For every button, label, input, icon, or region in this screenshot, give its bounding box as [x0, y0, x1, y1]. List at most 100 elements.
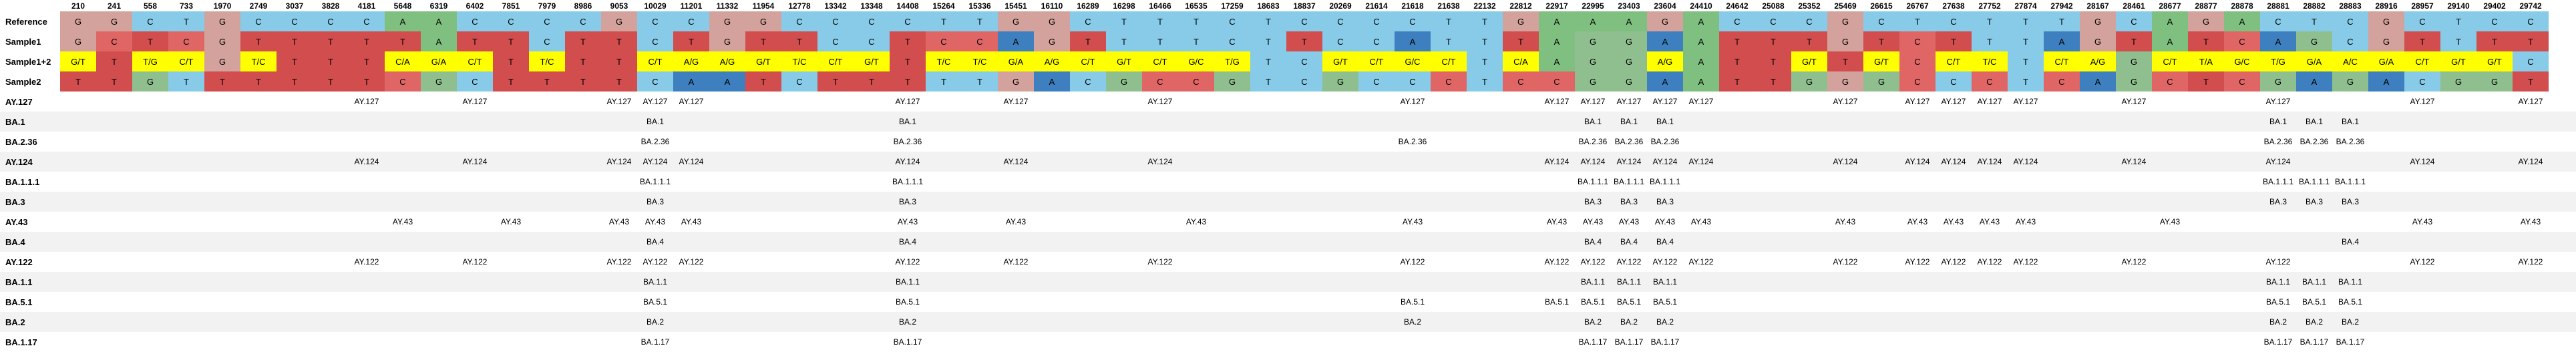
lineage-cell: BA.2 [1620, 317, 1638, 327]
base-cell: C [1719, 11, 1755, 31]
base-cell: A [2152, 11, 2188, 31]
lineage-cell: AY.122 [1580, 257, 1606, 266]
base-cell: C [1503, 71, 1539, 92]
base-cell: C/T [457, 51, 493, 71]
position-label: 12778 [788, 1, 811, 11]
lineage-cell: BA.2 [898, 317, 916, 327]
base-cell: G [1575, 71, 1611, 92]
base-cell: T [1719, 31, 1755, 51]
base-cell: T [1467, 51, 1503, 71]
base-cell: A [2080, 71, 2116, 92]
base-cell: A/G [709, 51, 745, 71]
base-cell: A [421, 11, 457, 31]
lineage-cell: BA.2.36 [2299, 137, 2329, 146]
lineage-cell: BA.1.1.1 [1649, 177, 1681, 186]
position-label: 25352 [1798, 1, 1821, 11]
base-cell: T [1142, 31, 1178, 51]
base-cell: C [2044, 71, 2080, 92]
base-cell: T [1467, 11, 1503, 31]
lineage-cell: AY.43 [1907, 217, 1928, 226]
base-cell: G [1827, 11, 1863, 31]
base-cell: A [1683, 71, 1719, 92]
lineage-row: BA.2 BA.2 BA.2 BA.2 BA.2 BA.2 BA.2 BA.2 BA.2 BA.2 [0, 312, 2576, 332]
lineage-cell: BA.1.1 [2265, 277, 2291, 287]
base-cell: A [1539, 51, 1575, 71]
base-cell: C [1286, 71, 1322, 92]
base-cell: T [1431, 11, 1467, 31]
base-cell: T [1250, 11, 1286, 31]
base-cell: T/G [132, 51, 168, 71]
lineage-cell: BA.1.1.1 [1613, 177, 1645, 186]
base-cell: T [854, 71, 890, 92]
base-cell: T [1936, 31, 1972, 51]
base-cell: A [2260, 31, 2296, 51]
lineage-cell: BA.2.36 [1650, 137, 1680, 146]
base-cell: A/G [2080, 51, 2116, 71]
base-cell: T [1250, 51, 1286, 71]
base-cell: T [204, 71, 240, 92]
lineage-cell: AY.127 [2410, 97, 2435, 106]
base-cell: T [1719, 71, 1755, 92]
lineage-row: BA.1.17 BA.1.17 BA.1.17 BA.1.17 BA.1.17 BA.1.… [0, 332, 2576, 352]
sequence-row: Sample1 G C T C G T T T T T A T T C T T C T G T T C C T C C A G T T T T C… [0, 31, 2576, 51]
position-label: 28878 [2231, 1, 2253, 11]
base-cell: G [1503, 11, 1539, 31]
base-cell: C [962, 31, 998, 51]
lineage-cell: AY.127 [1977, 97, 2002, 106]
lineage-label: BA.1.17 [5, 337, 37, 347]
base-cell: G [1575, 31, 1611, 51]
position-label: 13348 [860, 1, 883, 11]
base-cell: A/C [2332, 51, 2368, 71]
lineage-cell: BA.1.17 [2263, 337, 2293, 347]
base-cell: T [565, 51, 601, 71]
base-cell: G [1791, 71, 1827, 92]
lineage-cell: BA.1.1.1 [1577, 177, 1609, 186]
base-cell: C/T [2044, 51, 2080, 71]
position-label: 16298 [1113, 1, 1135, 11]
lineage-cell: BA.4 [646, 237, 664, 246]
base-cell: T [601, 51, 637, 71]
base-cell: T [2188, 71, 2224, 92]
base-cell: C [1899, 51, 1936, 71]
lineage-row: AY.127 AY.127 AY.127 AY.127 AY.127 AY.127 AY.1… [0, 92, 2576, 112]
base-cell: C [1395, 11, 1431, 31]
lineage-cell: AY.124 [1977, 157, 2002, 166]
lineage-cell: BA.1.1 [1616, 277, 1642, 287]
base-cell: C [854, 31, 890, 51]
lineage-cell: AY.124 [606, 157, 632, 166]
base-cell: G [2368, 11, 2404, 31]
base-cell: G/A [2368, 51, 2404, 71]
position-label: 29742 [2519, 1, 2542, 11]
base-cell: C [565, 11, 601, 31]
lineage-cell: AY.43 [2159, 217, 2181, 226]
base-cell: T/C [781, 51, 817, 71]
base-cell: T [277, 31, 313, 51]
base-cell: T [1972, 31, 2008, 51]
base-cell: C [2224, 71, 2260, 92]
base-cell: T [2513, 71, 2549, 92]
lineage-cell: BA.1.1 [642, 277, 668, 287]
lineage-cell: BA.5.1 [1544, 297, 1570, 307]
base-cell: T [1503, 31, 1539, 51]
base-cell: T [1467, 31, 1503, 51]
position-label: 15451 [1004, 1, 1027, 11]
lineage-cell: BA.4 [1620, 237, 1638, 246]
base-cell: T [2008, 31, 2044, 51]
base-cell: T [2188, 31, 2224, 51]
position-label: 14408 [896, 1, 919, 11]
base-cell: G/T [1322, 51, 1358, 71]
lineage-cell: BA.2.36 [1614, 137, 1644, 146]
base-cell: C [1358, 11, 1395, 31]
lineage-cell: AY.127 [2121, 97, 2147, 106]
base-cell: T [926, 71, 962, 92]
base-cell: C [2116, 11, 2152, 31]
base-cell: T [2440, 11, 2476, 31]
position-label: 15336 [968, 1, 991, 11]
position-label: 24642 [1726, 1, 1749, 11]
base-cell: G [96, 11, 132, 31]
base-cell: T [2008, 11, 2044, 31]
lineage-cell: AY.122 [462, 257, 488, 266]
position-label: 8986 [574, 1, 592, 11]
lineage-cell: BA.5.1 [1616, 297, 1642, 307]
lineage-cell: AY.127 [2013, 97, 2038, 106]
